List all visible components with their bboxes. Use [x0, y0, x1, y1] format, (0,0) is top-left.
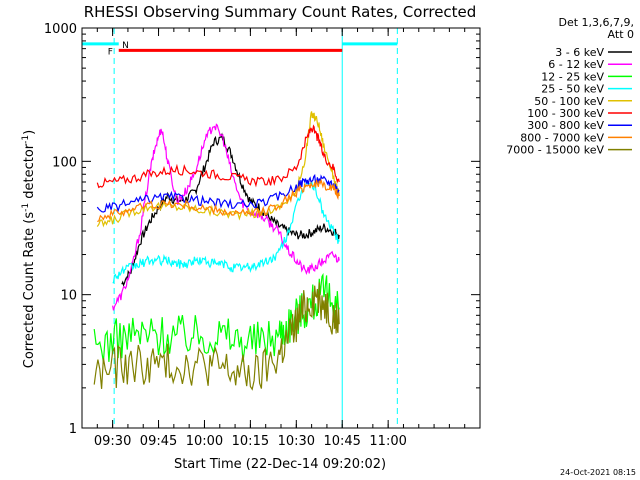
series-line-2 — [93, 272, 340, 363]
x-tick-label: 10:30 — [278, 434, 315, 449]
legend-header-line: Det 1,3,6,7,9, — [558, 16, 634, 29]
y-axis-label-mid: detector — [22, 143, 37, 203]
y-axis-label: Corrected Count Rate (s-1 detector-1) — [21, 130, 37, 368]
series-line-7 — [97, 178, 340, 223]
legend-label-0: 3 - 6 keV — [555, 46, 604, 59]
x-tick-label: 10:15 — [232, 434, 269, 449]
x-tick-label: 10:45 — [323, 434, 360, 449]
y-axis-label-sup2: -1 — [21, 135, 31, 144]
x-tick-label: 11:00 — [369, 434, 406, 449]
y-tick-label: 10 — [60, 289, 77, 304]
x-tick-label: 10:00 — [186, 434, 223, 449]
legend-label-5: 100 - 300 keV — [527, 107, 604, 120]
series-line-8 — [93, 282, 340, 391]
x-tick-label: 09:30 — [94, 434, 131, 449]
legend-label-6: 300 - 800 keV — [527, 119, 604, 132]
y-tick-label: 100 — [52, 155, 77, 170]
legend-header-line: Att 0 — [608, 28, 634, 41]
footer-timestamp: 24-Oct-2021 08:15 — [560, 468, 636, 477]
legend-label-4: 50 - 100 keV — [534, 95, 604, 108]
y-tick-label: 1 — [69, 422, 77, 437]
flag-f-label: F — [108, 47, 113, 57]
series-line-5 — [96, 124, 340, 189]
y-axis: 1 10 100 1000 — [44, 22, 480, 437]
series-line-3 — [112, 180, 340, 284]
series-line-6 — [96, 173, 340, 213]
x-axis-label: Start Time (22-Dec-14 09:20:02) — [174, 457, 386, 472]
legend-label-7: 800 - 7000 keV — [520, 131, 604, 144]
series-layer — [93, 111, 340, 391]
y-axis-label-end: ) — [22, 130, 37, 135]
flag-n-label: N — [122, 41, 129, 51]
series-line-4 — [96, 111, 340, 228]
x-axis: 09:30 09:45 10:00 10:15 10:30 10:45 11:00 — [81, 28, 481, 449]
observing-flags: FN — [81, 28, 398, 428]
legend-label-2: 12 - 25 keV — [541, 70, 604, 83]
y-axis-label-sup1: -1 — [21, 203, 31, 212]
series-line-1 — [112, 123, 340, 311]
legend-label-1: 6 - 12 keV — [548, 58, 604, 71]
legend-label-3: 25 - 50 keV — [541, 83, 604, 96]
chart-title: RHESSI Observing Summary Count Rates, Co… — [84, 3, 477, 21]
y-tick-label: 1000 — [44, 22, 77, 37]
x-tick-label: 09:45 — [140, 434, 177, 449]
legend-label-8: 7000 - 15000 keV — [506, 144, 604, 157]
y-axis-label-main: Corrected Count Rate (s — [22, 212, 37, 369]
